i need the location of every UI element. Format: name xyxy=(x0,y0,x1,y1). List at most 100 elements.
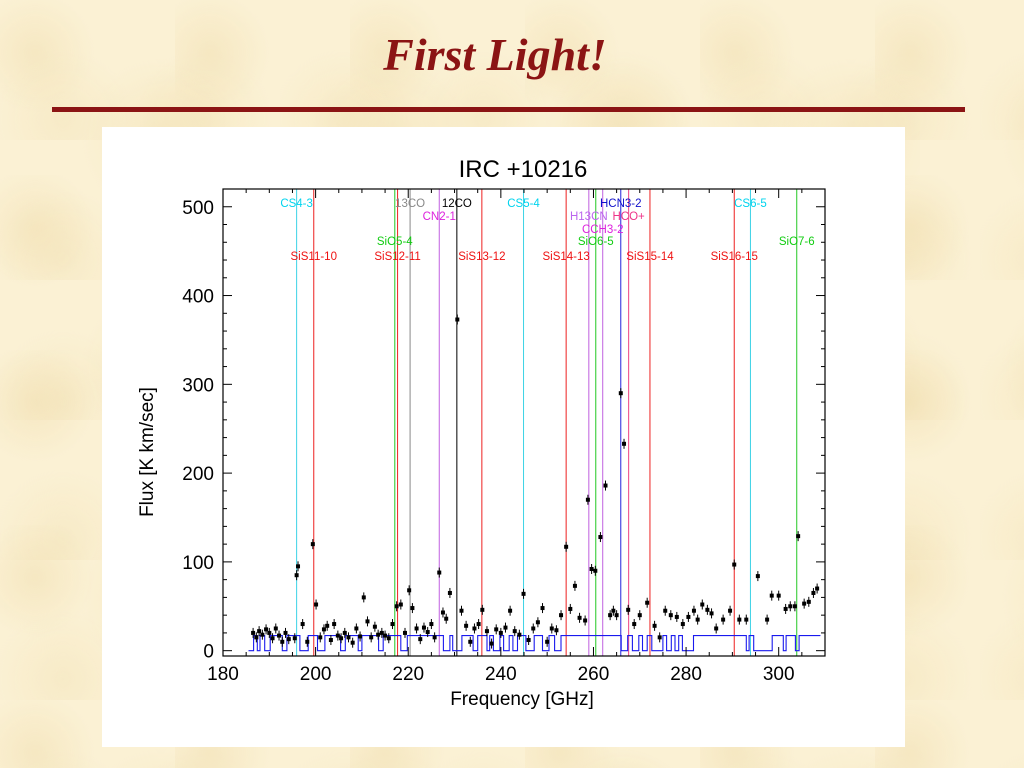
data-point xyxy=(376,632,381,637)
chart-title: IRC +10216 xyxy=(459,156,588,183)
transition-labels: CS4-3 SiS11-10 SiS12-11 SiO5-4 13COCN2-112CO… xyxy=(280,198,814,263)
data-point xyxy=(402,630,407,635)
data-point xyxy=(611,608,616,613)
x-tick-label: 220 xyxy=(392,664,424,685)
data-point xyxy=(517,632,522,637)
transition-label: HCO+ xyxy=(613,211,646,223)
data-point xyxy=(583,618,588,623)
data-point xyxy=(632,622,637,627)
data-point xyxy=(545,639,550,644)
transition-label: SiS12-11 xyxy=(374,251,420,263)
data-point xyxy=(484,629,489,634)
data-point xyxy=(695,617,700,622)
data-point xyxy=(535,620,540,625)
data-point xyxy=(622,441,627,446)
data-point xyxy=(305,639,310,644)
transition-label: SiS13-12 xyxy=(458,251,505,263)
data-point xyxy=(663,608,668,613)
data-point xyxy=(254,635,259,640)
data-point xyxy=(614,613,619,618)
transition-label: CCH3-2 xyxy=(582,224,624,236)
y-tick-label: 400 xyxy=(182,287,214,308)
data-point xyxy=(459,608,464,613)
data-point xyxy=(494,627,499,632)
y-tick-label: 200 xyxy=(182,464,214,485)
transition-label: H13CN xyxy=(570,211,608,223)
data-point xyxy=(444,616,449,621)
transition-label: SiO7-6 xyxy=(779,236,815,248)
data-point xyxy=(686,614,691,619)
data-point xyxy=(251,630,256,635)
data-point xyxy=(806,599,811,604)
data-point xyxy=(314,602,319,607)
transition-label: SiO5-4 xyxy=(377,236,413,248)
y-tick-label: 0 xyxy=(203,642,214,663)
data-point xyxy=(476,622,481,627)
data-point xyxy=(398,602,403,607)
data-point xyxy=(680,622,685,627)
data-point xyxy=(577,615,582,620)
y-tick-label: 300 xyxy=(182,375,214,396)
data-point xyxy=(292,636,297,641)
x-tick-label: 180 xyxy=(207,664,239,685)
data-point xyxy=(418,637,423,642)
data-point xyxy=(361,595,366,600)
data-point xyxy=(705,607,710,612)
data-point xyxy=(260,632,265,637)
data-point xyxy=(332,622,337,627)
spectrum-chart: IRC +10216 Frequency [GHz] Flux [K km/se… xyxy=(137,156,826,710)
data-point xyxy=(788,604,793,609)
data-point xyxy=(296,564,301,569)
data-point xyxy=(310,542,315,547)
data-point xyxy=(732,562,737,567)
title-rule xyxy=(52,107,965,112)
data-point xyxy=(593,568,598,573)
transition-label: SiS16-15 xyxy=(711,251,758,263)
data-point xyxy=(815,586,820,591)
data-point xyxy=(421,625,426,630)
data-point xyxy=(267,630,272,635)
data-point xyxy=(472,626,477,631)
data-point xyxy=(335,633,340,638)
transition-label: HCN3-2 xyxy=(600,198,642,210)
data-point xyxy=(386,636,391,641)
data-point xyxy=(657,635,662,640)
data-point xyxy=(589,566,594,571)
data-point xyxy=(526,638,531,643)
data-point xyxy=(508,608,513,613)
data-point xyxy=(811,590,816,595)
data-point xyxy=(379,630,384,635)
data-point xyxy=(325,623,330,628)
y-axis-label: Flux [K km/sec] xyxy=(137,387,158,517)
data-point xyxy=(503,625,508,630)
axis-ticks: 180 200 220 240 260 280 300 0 100 200 300 400 500 xyxy=(182,189,826,685)
y-tick-label: 100 xyxy=(182,553,214,574)
data-point xyxy=(410,606,415,611)
data-point xyxy=(346,635,351,640)
data-point xyxy=(645,600,650,605)
data-point xyxy=(342,630,347,635)
transition-label: CS4-3 xyxy=(280,198,313,210)
transition-lines xyxy=(296,189,798,656)
transition-label: SiS15-14 xyxy=(626,251,674,263)
baseline-trace xyxy=(248,635,821,652)
data-point xyxy=(369,635,374,640)
data-point xyxy=(414,626,419,631)
data-point xyxy=(559,613,564,618)
x-tick-label: 260 xyxy=(578,664,610,685)
data-point xyxy=(318,635,323,640)
data-point xyxy=(321,627,326,632)
data-point xyxy=(365,619,370,624)
data-point xyxy=(554,628,559,633)
data-point xyxy=(425,630,430,635)
data-point xyxy=(783,606,788,611)
data-point xyxy=(489,641,494,646)
transition-label: 13CO xyxy=(395,198,425,210)
data-point xyxy=(769,593,774,598)
data-point xyxy=(270,636,275,641)
data-point xyxy=(564,544,569,549)
data-point xyxy=(440,610,445,615)
data-point xyxy=(691,608,696,613)
data-point xyxy=(390,622,395,627)
data-point xyxy=(603,483,608,488)
